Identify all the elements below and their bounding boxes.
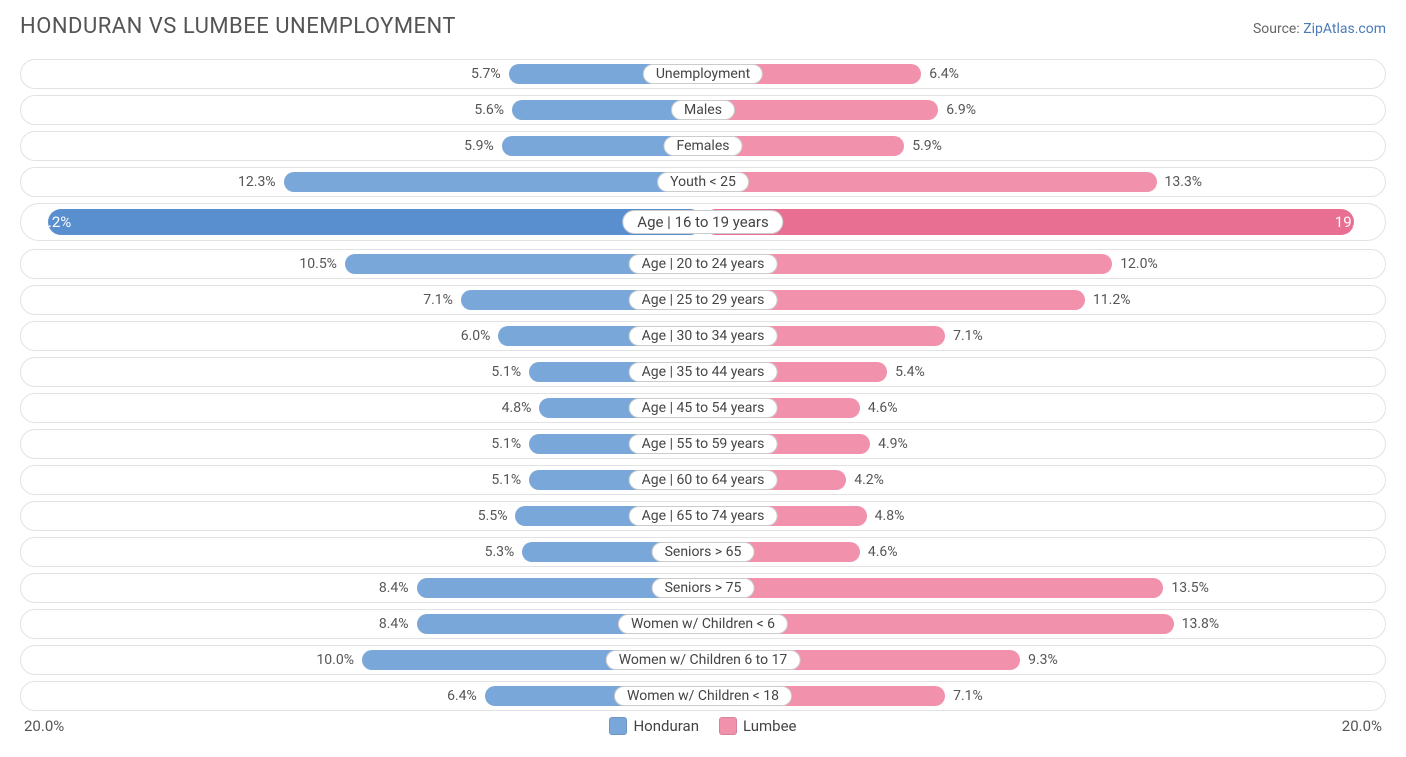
value-right: 6.9% <box>946 102 976 118</box>
row-category-label: Seniors > 65 <box>652 542 755 562</box>
chart-row: 5.1% 4.2% Age | 60 to 64 years <box>20 465 1386 495</box>
chart-row: 5.3% 4.6% Seniors > 65 <box>20 537 1386 567</box>
source-link[interactable]: ZipAtlas.com <box>1303 21 1386 37</box>
value-left: 5.9% <box>464 138 494 154</box>
value-right: 19.1% <box>1335 213 1375 231</box>
value-left: 5.3% <box>485 544 515 560</box>
value-right: 4.6% <box>868 400 898 416</box>
row-category-label: Age | 35 to 44 years <box>629 362 778 382</box>
value-right: 13.5% <box>1171 580 1209 596</box>
value-left: 10.5% <box>299 256 337 272</box>
value-left: 10.0% <box>316 652 354 668</box>
legend-item-left: Honduran <box>609 717 699 735</box>
value-left: 8.4% <box>379 616 409 632</box>
bar-right <box>703 209 1354 235</box>
chart-row: 5.5% 4.8% Age | 65 to 74 years <box>20 501 1386 531</box>
legend-item-right: Lumbee <box>719 717 797 735</box>
value-left: 4.8% <box>502 400 532 416</box>
row-category-label: Seniors > 75 <box>652 578 755 598</box>
value-right: 4.8% <box>875 508 905 524</box>
axis-left-label: 20.0% <box>24 717 64 735</box>
value-right: 11.2% <box>1093 292 1131 308</box>
value-right: 7.1% <box>953 328 983 344</box>
chart-row: 4.8% 4.6% Age | 45 to 54 years <box>20 393 1386 423</box>
chart-row: 8.4% 13.8% Women w/ Children < 6 <box>20 609 1386 639</box>
row-category-label: Females <box>664 136 743 156</box>
value-right: 6.4% <box>929 66 959 82</box>
row-category-label: Unemployment <box>643 64 763 84</box>
chart-row: 7.1% 11.2% Age | 25 to 29 years <box>20 285 1386 315</box>
row-category-label: Males <box>671 100 735 120</box>
row-category-label: Age | 20 to 24 years <box>629 254 778 274</box>
chart-row: 5.1% 4.9% Age | 55 to 59 years <box>20 429 1386 459</box>
chart-header: HONDURAN VS LUMBEE UNEMPLOYMENT Source: … <box>20 14 1386 39</box>
value-right: 13.8% <box>1182 616 1220 632</box>
row-category-label: Women w/ Children 6 to 17 <box>606 650 801 670</box>
value-left: 5.6% <box>474 102 504 118</box>
value-right: 9.3% <box>1028 652 1058 668</box>
source-prefix: Source: <box>1253 21 1303 37</box>
legend-swatch-left <box>609 717 627 735</box>
row-category-label: Age | 65 to 74 years <box>629 506 778 526</box>
value-right: 7.1% <box>953 688 983 704</box>
value-left: 5.1% <box>491 364 521 380</box>
chart-row: 10.0% 9.3% Women w/ Children 6 to 17 <box>20 645 1386 675</box>
chart-row: 6.4% 7.1% Women w/ Children < 18 <box>20 681 1386 711</box>
row-category-label: Age | 45 to 54 years <box>629 398 778 418</box>
chart-source: Source: ZipAtlas.com <box>1253 21 1386 37</box>
legend-swatch-right <box>719 717 737 735</box>
chart-legend: Honduran Lumbee <box>609 717 796 735</box>
bar-left <box>48 209 703 235</box>
chart-title: HONDURAN VS LUMBEE UNEMPLOYMENT <box>20 14 456 39</box>
value-left: 5.5% <box>478 508 508 524</box>
chart-row: 19.2% 19.1% Age | 16 to 19 years <box>20 203 1386 241</box>
chart-rows-container: 5.7%6.4%Unemployment5.6%6.9%Males5.9%5.9… <box>20 59 1386 711</box>
chart-row: 12.3% 13.3% Youth < 25 <box>20 167 1386 197</box>
value-right: 5.4% <box>895 364 925 380</box>
value-left: 6.4% <box>447 688 477 704</box>
bar-right <box>703 100 938 120</box>
value-right: 4.2% <box>854 472 884 488</box>
value-left: 5.1% <box>491 436 521 452</box>
row-category-label: Age | 60 to 64 years <box>629 470 778 490</box>
value-left: 12.3% <box>238 174 276 190</box>
chart-axis: 20.0% Honduran Lumbee 20.0% <box>20 717 1386 735</box>
chart-row: 5.1% 5.4% Age | 35 to 44 years <box>20 357 1386 387</box>
row-category-label: Age | 16 to 19 years <box>622 210 783 234</box>
value-left: 5.1% <box>491 472 521 488</box>
value-left: 5.7% <box>471 66 501 82</box>
chart-row: 5.9% 5.9% Females <box>20 131 1386 161</box>
bar-right <box>703 172 1157 192</box>
row-category-label: Age | 25 to 29 years <box>629 290 778 310</box>
value-left: 6.0% <box>461 328 491 344</box>
value-right: 4.6% <box>868 544 898 560</box>
chart-row: 8.4% 13.5% Seniors > 75 <box>20 573 1386 603</box>
legend-label-left: Honduran <box>633 717 699 735</box>
value-left: 8.4% <box>379 580 409 596</box>
bar-left <box>284 172 703 192</box>
value-left: 19.2% <box>31 213 71 231</box>
row-category-label: Age | 30 to 34 years <box>629 326 778 346</box>
value-right: 5.9% <box>912 138 942 154</box>
row-category-label: Age | 55 to 59 years <box>629 434 778 454</box>
row-category-label: Women w/ Children < 6 <box>618 614 788 634</box>
chart-row: 6.0% 7.1% Age | 30 to 34 years <box>20 321 1386 351</box>
chart-row: 10.5% 12.0% Age | 20 to 24 years <box>20 249 1386 279</box>
axis-right-label: 20.0% <box>1342 717 1382 735</box>
chart-row: 5.6% 6.9% Males <box>20 95 1386 125</box>
bar-right <box>703 578 1163 598</box>
value-right: 13.3% <box>1165 174 1203 190</box>
value-right: 12.0% <box>1120 256 1158 272</box>
value-left: 7.1% <box>423 292 453 308</box>
value-right: 4.9% <box>878 436 908 452</box>
legend-label-right: Lumbee <box>743 717 797 735</box>
row-category-label: Women w/ Children < 18 <box>614 686 792 706</box>
row-category-label: Youth < 25 <box>657 172 749 192</box>
chart-row: 5.7% 6.4% Unemployment <box>20 59 1386 89</box>
